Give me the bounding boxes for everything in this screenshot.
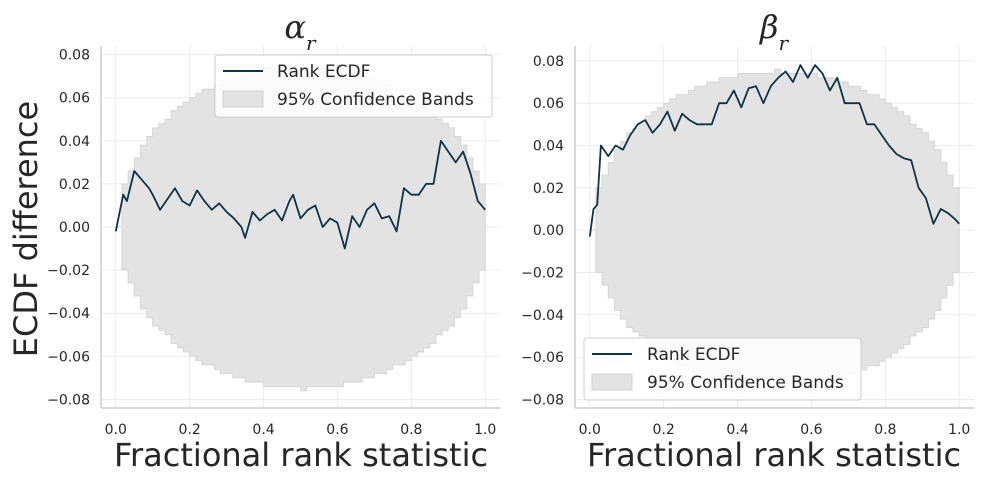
x-tick-label: 1.0 [948, 422, 970, 438]
x-tick-labels: 0.0 0.2 0.4 0.6 0.8 1.0 [579, 422, 971, 438]
series-lines [588, 64, 960, 237]
series-line-rank-ecdf [588, 64, 960, 237]
x-tick-label: 0.2 [179, 422, 201, 438]
chart-panel-beta: 0.0 0.2 0.4 0.6 0.8 1.0 0.08 0.06 0.04 0.02 0.00 −… [521, 8, 974, 474]
y-tick-labels: 0.08 0.06 0.04 0.02 0.00 −0.02 −0.04 −0.06 −0.08 [47, 48, 90, 409]
axis-spines [574, 46, 974, 409]
series-line-rank-ecdf [114, 139, 486, 250]
legend-frame [214, 54, 493, 118]
x-tick-label: 0.6 [326, 422, 348, 438]
axis-spines [100, 46, 500, 409]
legend-frame [583, 337, 862, 401]
y-tick-label: 0.08 [59, 48, 90, 64]
y-tick-label: 0.02 [533, 181, 564, 197]
x-tick-label: 0.4 [252, 422, 274, 438]
chart-title: βr [759, 8, 790, 55]
y-tick-label: −0.04 [521, 308, 564, 324]
y-tick-label: 0.02 [59, 177, 90, 193]
legend-label-rank-ecdf: Rank ECDF [277, 62, 370, 82]
x-tick-label: 0.8 [874, 422, 896, 438]
y-tick-label: −0.06 [47, 349, 90, 365]
legend-label-confidence-bands: 95% Confidence Bands [277, 90, 474, 110]
y-tick-label: −0.02 [47, 263, 90, 279]
legend-label-rank-ecdf: Rank ECDF [647, 345, 740, 365]
legend: Rank ECDF 95% Confidence Bands [583, 337, 862, 401]
x-tick-label: 0.8 [400, 422, 422, 438]
y-tick-label: 0.06 [533, 96, 564, 112]
series-lines [114, 139, 486, 250]
y-axis-label: ECDF difference [7, 101, 45, 357]
legend: Rank ECDF 95% Confidence Bands [214, 54, 493, 118]
legend-band-swatch [222, 90, 264, 108]
y-tick-label: 0.08 [533, 54, 564, 70]
x-axis-label: Fractional rank statistic [587, 436, 961, 474]
y-tick-labels: 0.08 0.06 0.04 0.02 0.00 −0.02 −0.04 −0.06 −0.08 [521, 54, 564, 409]
x-tick-label: 0.0 [579, 422, 601, 438]
legend-band-swatch [591, 373, 633, 391]
x-tick-label: 0.0 [105, 422, 127, 438]
y-tick-label: −0.02 [521, 266, 564, 282]
chart-title: αr [284, 8, 317, 55]
x-tick-label: 0.4 [726, 422, 748, 438]
x-tick-labels: 0.0 0.2 0.4 0.6 0.8 1.0 [105, 422, 497, 438]
y-tick-label: 0.00 [533, 223, 564, 239]
x-axis-label: Fractional rank statistic [114, 436, 488, 474]
y-tick-label: −0.08 [47, 392, 90, 408]
y-tick-label: 0.04 [533, 138, 564, 154]
x-tick-label: 0.6 [800, 422, 822, 438]
chart-panel-alpha: 0.0 0.2 0.4 0.6 0.8 1.0 0.08 0.06 0.04 0.02 0.00 −… [7, 8, 500, 474]
y-tick-label: 0.06 [59, 91, 90, 107]
y-tick-label: 0.00 [59, 220, 90, 236]
y-tick-label: −0.04 [47, 306, 90, 322]
x-tick-label: 0.2 [653, 422, 675, 438]
y-tick-label: −0.06 [521, 350, 564, 366]
y-tick-label: 0.04 [59, 134, 90, 150]
legend-label-confidence-bands: 95% Confidence Bands [647, 373, 844, 393]
x-tick-label: 1.0 [474, 422, 496, 438]
y-tick-label: −0.08 [521, 393, 564, 409]
